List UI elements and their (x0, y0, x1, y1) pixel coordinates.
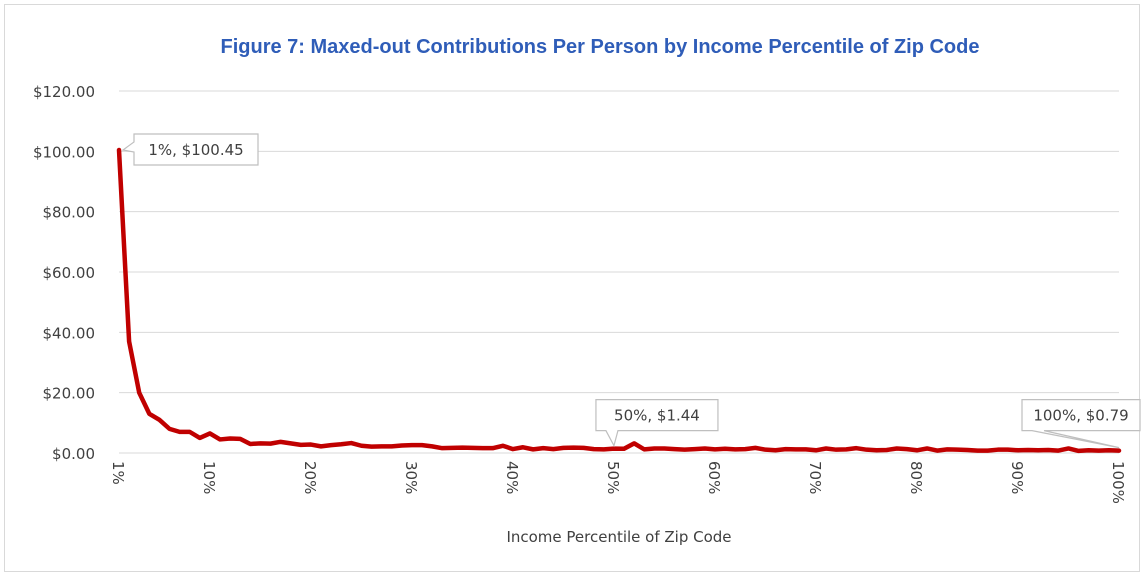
data-label: 1%, $100.45 (148, 141, 243, 159)
y-tick-label: $80.00 (43, 204, 96, 222)
data-label: 100%, $0.79 (1033, 407, 1128, 425)
callout-box (1021, 399, 1141, 449)
x-tick-label: 30% (402, 461, 420, 494)
x-tick-label: 20% (301, 461, 319, 494)
chart-title: Figure 7: Maxed-out Contributions Per Pe… (221, 36, 980, 58)
x-tick-label: 60% (705, 461, 723, 494)
series-line (116, 147, 1122, 454)
x-tick-label: 40% (503, 461, 521, 494)
y-tick-label: $40.00 (43, 324, 96, 342)
y-tick-label: $20.00 (43, 385, 96, 403)
x-tick-label: 90% (1008, 461, 1026, 494)
y-tick-label: $120.00 (33, 83, 95, 101)
x-tick-label: 10% (200, 461, 218, 494)
callout-box (595, 399, 719, 448)
x-tick-label: 70% (806, 461, 824, 494)
data-label: 50%, $1.44 (614, 407, 700, 425)
y-tick-label: $100.00 (33, 143, 95, 161)
y-tick-label: $60.00 (43, 264, 96, 282)
y-tick-label: $0.00 (52, 445, 95, 463)
chart-frame (4, 4, 1140, 572)
x-tick-label: 50% (604, 461, 622, 494)
callout-box (121, 133, 259, 166)
x-tick-label: 80% (907, 461, 925, 494)
x-axis-label: Income Percentile of Zip Code (506, 528, 731, 546)
x-tick-label: 1% (109, 461, 127, 485)
x-tick-label: 100% (1109, 461, 1127, 504)
